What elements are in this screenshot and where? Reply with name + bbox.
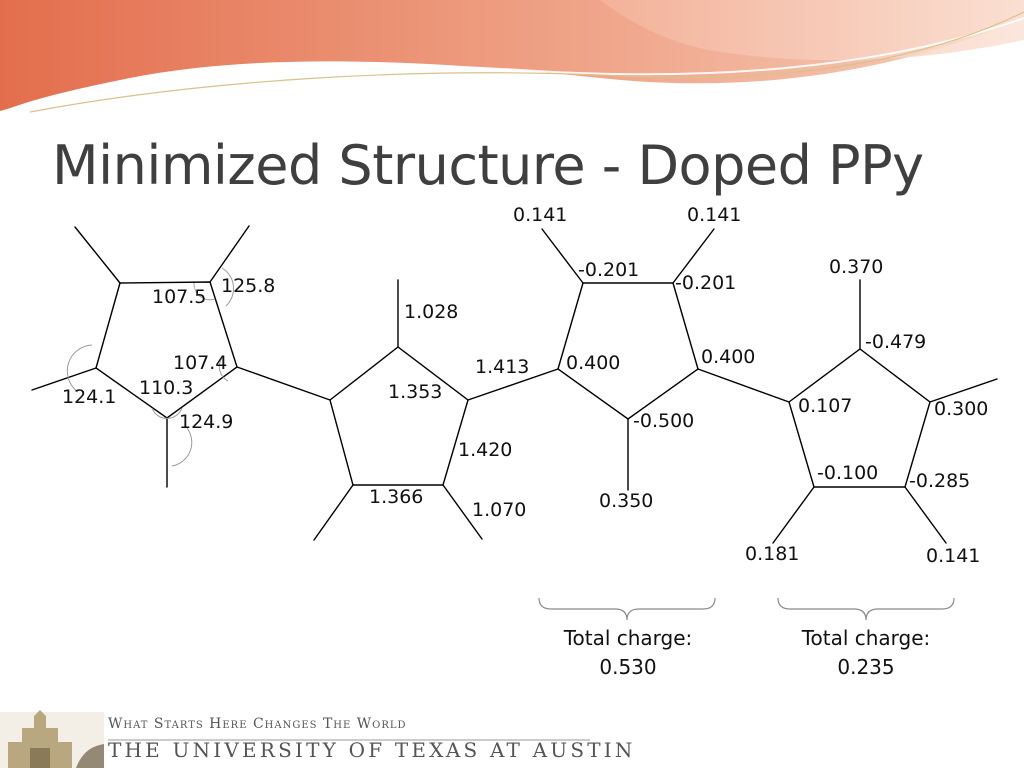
total-charge-braces (538, 597, 955, 621)
charge-label: 0.400 (566, 352, 620, 374)
angle-label: 107.4 (173, 352, 227, 374)
footer-tagline: What Starts Here Changes The World (108, 716, 407, 732)
angle-arcs (66, 267, 235, 467)
charge-label: -0.201 (675, 272, 736, 294)
bond-r3-h-topright (672, 228, 715, 284)
bond-length-label: 1.070 (472, 499, 526, 521)
brace-group-1 (538, 597, 716, 621)
total-charge-value: 0.530 (599, 655, 656, 679)
charge-label: 0.141 (687, 204, 741, 226)
angle-label: 124.1 (62, 386, 116, 408)
angle-arc-124-1 (66, 344, 93, 393)
angle-arc-124-9 (171, 427, 193, 467)
bond-length-label: 1.420 (458, 439, 512, 461)
charge-label: -0.285 (909, 470, 970, 492)
total-charge-value: 0.235 (837, 655, 894, 679)
ring3-charge-labels: 0.141 0.141 -0.201 -0.201 0.400 0.400 -0… (513, 204, 755, 512)
charge-label: -0.100 (817, 462, 878, 484)
angle-arc-107-5 (193, 282, 216, 301)
bond-r1-h-topright (209, 225, 250, 283)
angle-label: 107.5 (152, 286, 206, 308)
brace-group-2 (777, 597, 955, 621)
angle-label: 125.8 (221, 275, 275, 297)
total-charge-labels: Total charge: 0.530 Total charge: 0.235 (563, 626, 931, 679)
bond-r2-h-bottomright (442, 484, 483, 540)
ring2-length-labels: 1.028 1.353 1.413 1.420 1.366 1.070 (369, 301, 529, 521)
charge-label: 0.400 (701, 346, 755, 368)
bond-r1-h-left (31, 367, 97, 391)
charge-label: 0.107 (798, 395, 852, 417)
pyrrole-ring-4 (788, 348, 931, 488)
charge-label: 0.141 (926, 545, 980, 567)
charge-label: 0.181 (745, 543, 799, 565)
charge-label: 0.350 (599, 490, 653, 512)
bond-length-label: 1.028 (404, 301, 458, 323)
charge-label: -0.479 (865, 331, 926, 353)
charge-label: 0.141 (513, 204, 567, 226)
total-charge-label: Total charge: (563, 626, 693, 650)
pyrrole-ring-3 (557, 282, 699, 420)
total-charge-label: Total charge: (801, 626, 931, 650)
bond-r1-h-topleft (74, 226, 121, 284)
charge-label: 0.300 (934, 398, 988, 420)
slide-title: Minimized Structure - Doped PPy (52, 134, 924, 197)
ring4-charge-labels: 0.370 -0.479 0.107 0.300 -0.100 -0.285 0… (745, 256, 988, 567)
bond-length-label: 1.366 (369, 486, 423, 508)
footer-university: THE UNIVERSITY OF TEXAS AT AUSTIN (108, 738, 636, 762)
angle-arc-107-4 (218, 357, 229, 382)
bond-r4-h-right (929, 378, 998, 403)
header-decoration (0, 0, 1024, 113)
molecule-bonds (31, 225, 998, 544)
angle-label: 124.9 (179, 411, 233, 433)
charge-label: -0.201 (578, 259, 639, 281)
angle-arc-125-8 (221, 267, 235, 307)
bond-length-label: 1.413 (475, 356, 529, 378)
bond-r3-r4 (697, 368, 790, 403)
pyrrole-ring-2 (329, 346, 469, 486)
pyrrole-ring-1 (95, 281, 238, 419)
tower-logo (0, 710, 104, 768)
angle-label: 110.3 (139, 377, 193, 399)
bond-r1-r2 (236, 366, 331, 401)
bond-r4-h-bottomleft (772, 486, 815, 544)
angle-arc-110-3 (151, 407, 183, 419)
charge-label: 0.370 (829, 256, 883, 278)
bond-r2-h-bottomleft (313, 484, 354, 541)
bond-r3-h-topleft (541, 228, 584, 284)
bond-length-label: 1.353 (388, 381, 442, 403)
ring1-angle-labels: 125.8 107.5 107.4 110.3 124.1 124.9 (62, 275, 275, 433)
charge-label: -0.500 (633, 410, 694, 432)
bond-r4-h-bottomright (904, 486, 947, 544)
bond-r2-r3 (467, 368, 559, 401)
